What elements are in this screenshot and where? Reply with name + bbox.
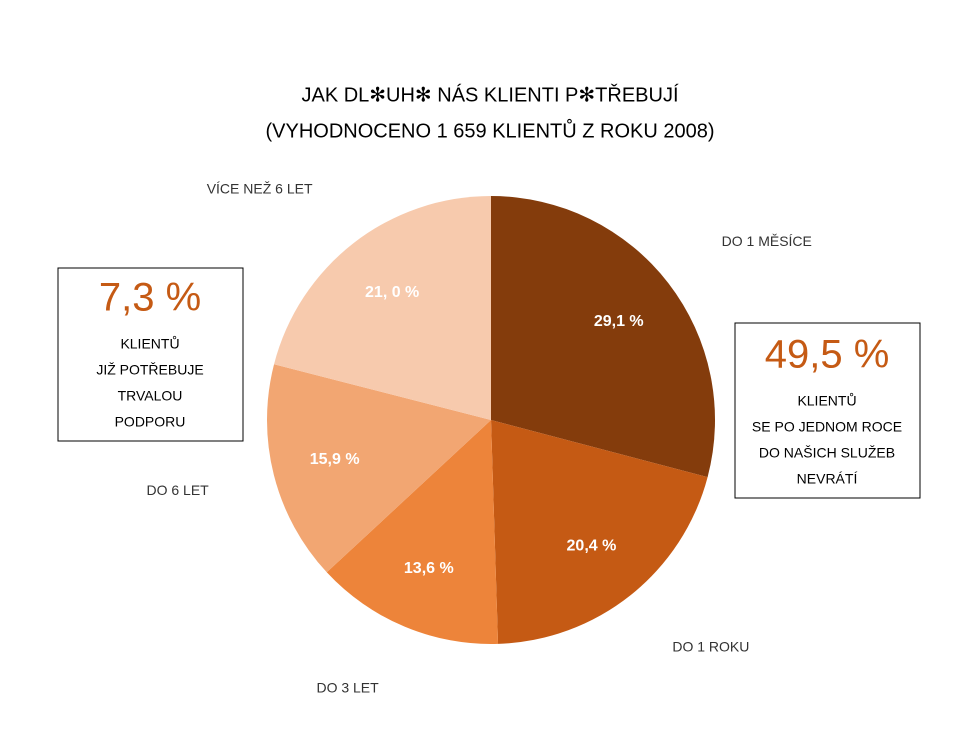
category-label: DO 6 LET: [146, 482, 209, 498]
pie-slice: [326, 420, 499, 644]
annotation-value: 49,5 %: [765, 333, 890, 377]
category-label: VÍCE NEŽ 6 LET: [207, 181, 313, 197]
annotation-text: KLIENTŮ: [797, 392, 856, 409]
pie-slice: [267, 364, 491, 573]
annotation-text: KLIENTŮ: [120, 335, 179, 352]
annotation-text: SE PO JEDNOM ROCE: [752, 419, 902, 435]
annotation-value: 7,3 %: [99, 276, 201, 320]
category-label: DO 1 MĚSÍCE: [722, 233, 812, 249]
pie-slice: [491, 420, 708, 644]
annotation-text: TRVALOU: [118, 388, 183, 404]
value-label: 13,6 %: [404, 560, 454, 577]
value-label: 21, 0 %: [365, 284, 419, 301]
value-label: 15,9 %: [310, 451, 360, 468]
chart-subtitle: (VYHODNOCENO 1 659 KLIENTŮ Z ROKU 2008): [265, 118, 714, 142]
annotation-text: PODPORU: [115, 414, 186, 430]
annotation-box: [734, 322, 921, 499]
value-label: 29,1 %: [594, 313, 644, 330]
category-label: DO 1 ROKU: [672, 639, 749, 655]
pie-slice: [491, 196, 715, 478]
chart-title: JAK DL✻UH✻ NÁS KLIENTI P✻TŘEBUJÍ: [301, 83, 678, 106]
annotation-text: DO NAŠICH SLUŽEB: [759, 445, 895, 461]
pie-slice: [274, 196, 491, 420]
value-label: 20,4 %: [567, 537, 617, 554]
annotation-box: [57, 267, 244, 442]
category-label: DO 3 LET: [316, 679, 379, 695]
annotation-text: JIŽ POTŘEBUJE: [96, 362, 203, 378]
annotation-text: NEVRÁTÍ: [797, 471, 858, 487]
